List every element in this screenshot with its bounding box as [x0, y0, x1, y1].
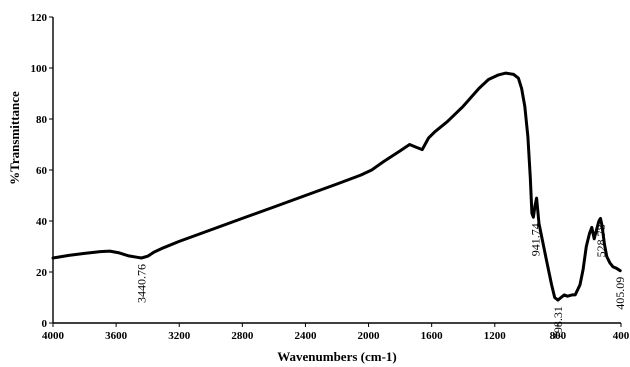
peak-annotations: 3440.76 941.74 798.31 528.78 405.09: [134, 223, 627, 339]
x-tick-label: 2000: [358, 330, 381, 342]
x-tick-label: 2400: [294, 330, 317, 342]
y-tick-label: 80: [36, 114, 48, 126]
x-tick-label: 800: [550, 330, 567, 342]
axis-ticks: 4000 3600 3200 2800 2400 2000 1600 1200 800 40002…: [31, 12, 630, 342]
peak-label: 941.74: [529, 223, 543, 256]
x-tick-label: 1600: [421, 330, 444, 342]
peak-label: 405.09: [613, 277, 627, 310]
spectrum-line: [51, 71, 622, 302]
y-tick-label: 60: [36, 165, 48, 177]
y-tick-label: 100: [31, 63, 48, 75]
spectrum-series: [51, 71, 622, 302]
peak-label: 798.31: [551, 306, 565, 339]
x-tick-label: 3200: [168, 330, 191, 342]
x-tick-label: 2800: [231, 330, 254, 342]
peak-label: 3440.76: [134, 264, 148, 303]
peak-label: 528.78: [594, 224, 608, 257]
y-tick-label: 40: [36, 216, 48, 228]
y-axis-title: %Transmittance: [7, 91, 22, 185]
y-tick-label: 0: [42, 318, 48, 330]
x-tick-label: 4000: [42, 330, 65, 342]
y-tick-label: 20: [36, 267, 48, 279]
x-axis-title: Wavenumbers (cm-1): [277, 349, 397, 364]
y-tick-label: 120: [31, 12, 48, 24]
x-tick-label: 400: [613, 330, 630, 342]
x-tick-label: 1200: [484, 330, 507, 342]
x-tick-label: 3600: [105, 330, 128, 342]
